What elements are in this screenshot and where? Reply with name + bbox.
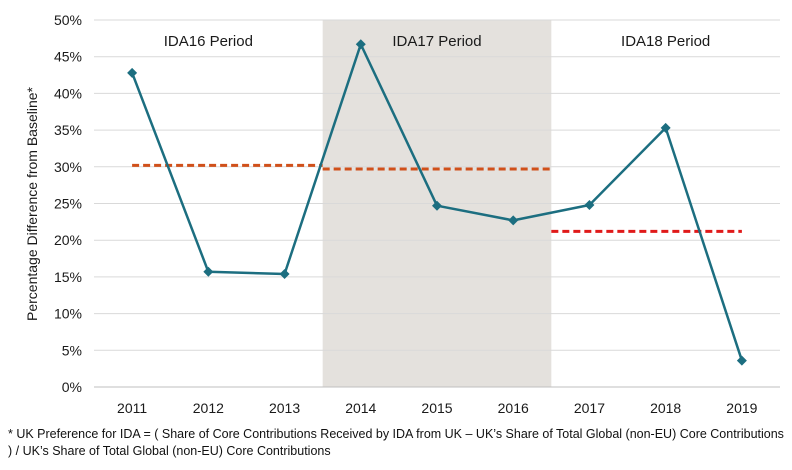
data-point-marker (660, 122, 671, 133)
data-point-marker (508, 215, 519, 226)
period-labels: IDA16 Period IDA17 Period IDA18 Period (164, 33, 711, 50)
x-tick-label: 2018 (650, 400, 681, 416)
y-tick-label: 30% (54, 159, 82, 175)
y-tick-label: 50% (54, 12, 82, 28)
data-point-marker (432, 200, 442, 211)
y-tick-label: 5% (62, 342, 82, 358)
y-tick-label: 35% (54, 122, 82, 138)
x-tick-label: 2012 (193, 400, 224, 416)
data-point-marker (736, 355, 747, 366)
y-tick-label: 0% (62, 379, 82, 395)
x-tick-label: 2016 (498, 400, 529, 416)
period-label-0: IDA16 Period (164, 33, 253, 50)
line-chart: IDA16 Period IDA17 Period IDA18 Period 0% 5… (24, 12, 780, 416)
data-point-marker (127, 67, 138, 78)
data-point-marker (584, 199, 595, 210)
data-point-marker (279, 268, 290, 279)
period-label-2: IDA18 Period (621, 33, 710, 50)
series (127, 39, 747, 366)
x-tick-labels: 2011 2012 2013 2014 2015 2016 2017 2018 2019 (117, 400, 758, 416)
data-point-marker (355, 39, 366, 50)
y-tick-label: 25% (54, 196, 82, 212)
period-average-lines (132, 163, 742, 233)
y-tick-label: 45% (54, 49, 82, 65)
y-tick-label: 10% (54, 306, 82, 322)
x-tick-label: 2015 (421, 400, 452, 416)
x-tick-label: 2013 (269, 400, 300, 416)
data-point-marker (203, 266, 214, 277)
y-tick-labels: 0% 5% 10% 15% 20% 25% 30% 35% 40% 45% 50% (54, 12, 82, 395)
x-tick-label: 2011 (117, 400, 147, 416)
y-tick-label: 15% (54, 269, 82, 285)
period-label-1: IDA17 Period (392, 33, 481, 50)
x-tick-label: 2017 (574, 400, 605, 416)
y-axis-label: Percentage Difference from Baseline* (24, 86, 40, 321)
y-tick-label: 20% (54, 232, 82, 248)
y-tick-label: 40% (54, 85, 82, 101)
x-tick-label: 2019 (726, 400, 757, 416)
footnote: * UK Preference for IDA = ( Share of Cor… (8, 427, 784, 458)
x-tick-label: 2014 (345, 400, 376, 416)
